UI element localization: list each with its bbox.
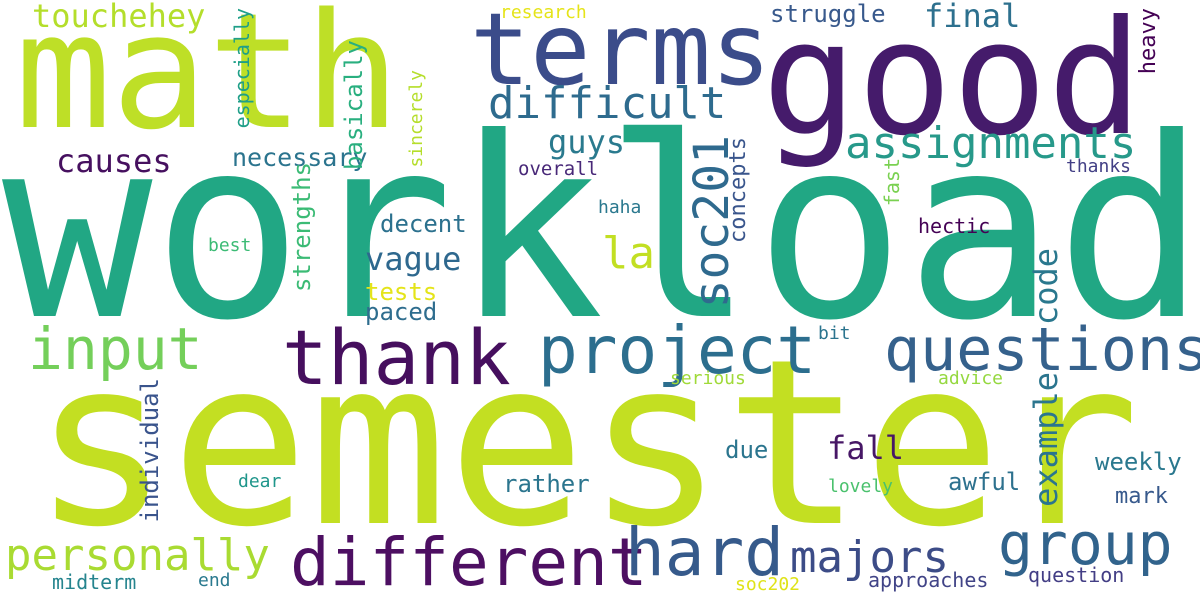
word-especially: especially xyxy=(230,8,254,129)
word-basically: basically xyxy=(340,40,368,171)
word-best: best xyxy=(208,235,252,256)
word-haha: haha xyxy=(598,197,642,218)
word-math: math xyxy=(15,0,401,165)
word-mark: mark xyxy=(1115,484,1168,509)
word-paced: paced xyxy=(365,298,438,326)
word-heavy: heavy xyxy=(1136,8,1161,75)
word-different: different xyxy=(290,524,648,600)
word-code: code xyxy=(1027,248,1065,326)
word-bit: bit xyxy=(818,323,851,344)
word-rather: rather xyxy=(503,470,590,498)
word-causes: causes xyxy=(56,142,172,180)
word-hectic: hectic xyxy=(918,214,991,238)
word-thank: thank xyxy=(282,313,511,402)
word-struggle: struggle xyxy=(770,0,886,28)
word-tests: tests xyxy=(365,278,438,306)
word-assignments: assignments xyxy=(845,118,1137,169)
word-input: input xyxy=(28,315,203,383)
word-la: la xyxy=(602,228,655,279)
word-fast: fast xyxy=(880,158,904,207)
word-advice: advice xyxy=(938,368,1004,389)
word-individual: individual xyxy=(136,378,164,523)
word-decent: decent xyxy=(380,210,467,238)
word-midterm: midterm xyxy=(52,570,137,594)
word-terms: terms xyxy=(470,0,772,108)
word-personally: personally xyxy=(5,530,270,581)
word-example: example xyxy=(1027,372,1065,507)
word-overall: overall xyxy=(518,158,599,180)
word-weekly: weekly xyxy=(1095,448,1182,476)
word-end: end xyxy=(198,570,231,591)
word-thanks: thanks xyxy=(1066,156,1132,177)
word-project: project xyxy=(538,312,817,389)
word-necessary: necessary xyxy=(232,143,368,172)
word-approaches: approaches xyxy=(868,568,989,592)
word-final: final xyxy=(924,0,1021,35)
word-concepts: concepts xyxy=(726,137,751,243)
word-research: research xyxy=(500,2,587,23)
word-hard: hard xyxy=(625,514,784,591)
word-dear: dear xyxy=(238,471,282,492)
word-vague: vague xyxy=(365,240,462,278)
word-strengths: strengths xyxy=(288,162,316,293)
word-fall: fall xyxy=(827,429,905,467)
word-workload: workload xyxy=(2,84,1200,375)
word-semester: semester xyxy=(32,311,1140,578)
word-good: good xyxy=(762,0,1143,171)
word-difficult: difficult xyxy=(488,78,727,129)
word-touchehey: touchehey xyxy=(32,0,206,35)
word-lovely: lovely xyxy=(828,476,894,497)
word-guys: guys xyxy=(548,123,626,161)
word-majors: majors xyxy=(790,532,949,583)
word-sincerely: sincerely xyxy=(406,70,427,168)
word-question: question xyxy=(1028,563,1125,587)
word-awful: awful xyxy=(948,468,1021,496)
word-due: due xyxy=(725,436,769,464)
word-questions: questions xyxy=(884,315,1200,385)
word-soc202: soc202 xyxy=(735,574,801,595)
word-serious: serious xyxy=(670,368,746,389)
word-group: group xyxy=(998,510,1173,578)
